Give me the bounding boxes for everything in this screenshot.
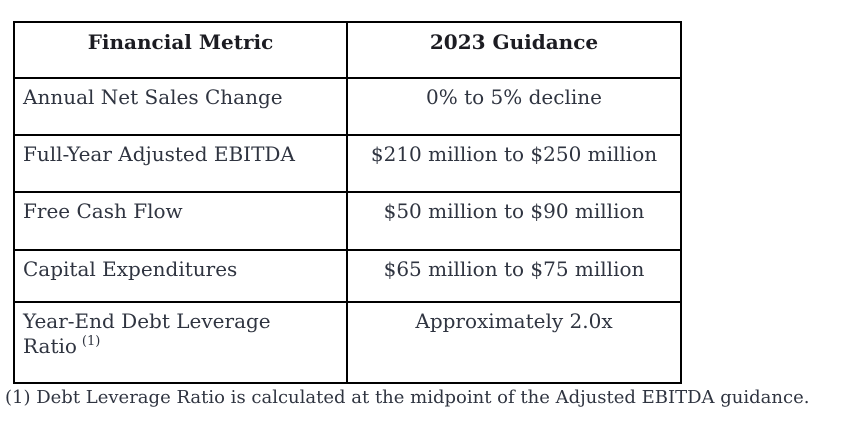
footnote-text: (1) Debt Leverage Ratio is calculated at… [5,387,810,408]
table-row: Year-End Debt Leverage Ratio (1) Approxim… [13,301,682,384]
table-row: Full-Year Adjusted EBITDA $210 million t… [13,134,682,193]
metric-cell: Capital Expenditures [13,249,348,303]
metric-cell: Year-End Debt Leverage Ratio (1) [13,301,348,384]
table-row: Free Cash Flow $50 million to $90 millio… [13,191,682,251]
guidance-cell: $210 million to $250 million [346,134,682,193]
table-row: Annual Net Sales Change 0% to 5% decline [13,77,682,136]
metric-cell: Full-Year Adjusted EBITDA [13,134,348,193]
col-header-2023-guidance: 2023 Guidance [346,21,682,79]
metric-cell: Annual Net Sales Change [13,77,348,136]
col-header-financial-metric: Financial Metric [13,21,348,79]
guidance-cell: $65 million to $75 million [346,249,682,303]
metric-label: Year-End Debt Leverage Ratio [23,309,271,358]
table-header-row: Financial Metric 2023 Guidance [13,21,682,79]
metric-cell: Free Cash Flow [13,191,348,251]
guidance-cell: $50 million to $90 million [346,191,682,251]
guidance-cell: Approximately 2.0x [346,301,682,384]
document-page: Financial Metric 2023 Guidance Annual Ne… [0,21,849,426]
financial-guidance-table: Financial Metric 2023 Guidance Annual Ne… [13,21,682,384]
table-row: Capital Expenditures $65 million to $75 … [13,249,682,303]
footnote-ref: (1) [81,334,101,350]
guidance-cell: 0% to 5% decline [346,77,682,136]
metric-text-wrap: Year-End Debt Leverage Ratio (1) [23,309,278,359]
